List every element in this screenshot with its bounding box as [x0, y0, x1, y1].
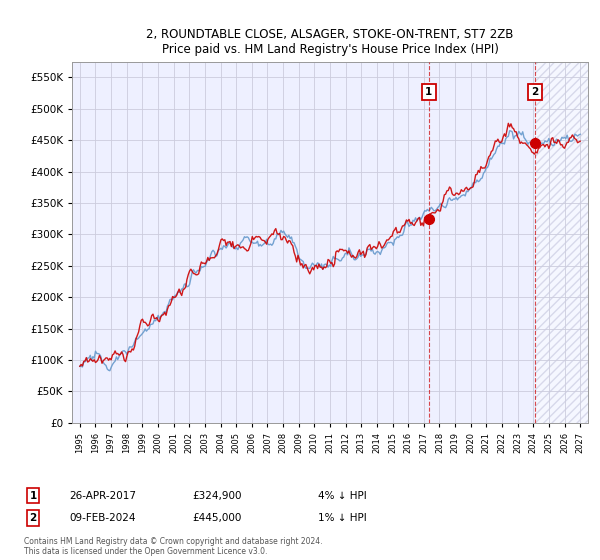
Text: 09-FEB-2024: 09-FEB-2024 — [69, 513, 136, 523]
Text: 1: 1 — [425, 87, 433, 97]
Text: 4% ↓ HPI: 4% ↓ HPI — [318, 491, 367, 501]
Bar — [535, 62, 588, 423]
Text: 2: 2 — [531, 87, 538, 97]
Text: 1: 1 — [29, 491, 37, 501]
Text: 1% ↓ HPI: 1% ↓ HPI — [318, 513, 367, 523]
Text: 26-APR-2017: 26-APR-2017 — [69, 491, 136, 501]
Text: Contains HM Land Registry data © Crown copyright and database right 2024.: Contains HM Land Registry data © Crown c… — [24, 537, 323, 546]
Text: £445,000: £445,000 — [192, 513, 241, 523]
Text: £324,900: £324,900 — [192, 491, 241, 501]
Text: 2: 2 — [29, 513, 37, 523]
Title: 2, ROUNDTABLE CLOSE, ALSAGER, STOKE-ON-TRENT, ST7 2ZB
Price paid vs. HM Land Reg: 2, ROUNDTABLE CLOSE, ALSAGER, STOKE-ON-T… — [146, 28, 514, 56]
Bar — [535, 62, 588, 423]
Text: This data is licensed under the Open Government Licence v3.0.: This data is licensed under the Open Gov… — [24, 547, 268, 556]
